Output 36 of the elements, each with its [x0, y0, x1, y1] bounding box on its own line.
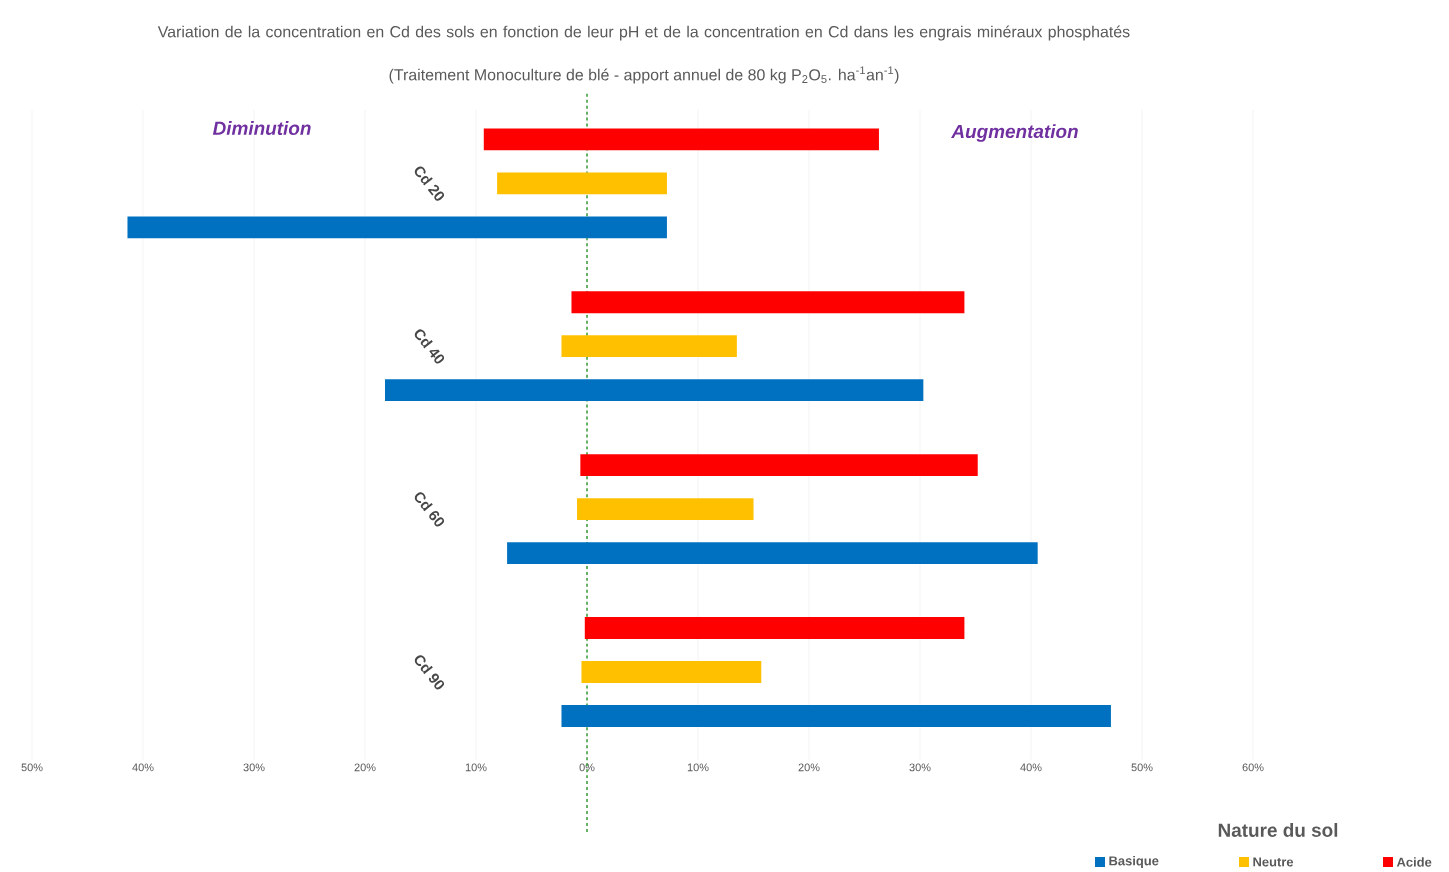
y-tick-label: Cd 20: [414, 166, 445, 201]
bar: [507, 542, 1038, 565]
x-tick-label: 50%: [21, 763, 43, 772]
bar: [571, 291, 965, 314]
bar: [584, 617, 965, 639]
annotation: Augmentation: [951, 124, 1078, 142]
x-tick-label: 10%: [687, 763, 709, 772]
x-tick-label: 20%: [798, 763, 820, 772]
bar: [581, 661, 762, 683]
x-tick-label: 10%: [465, 763, 487, 772]
x-tick-label: 50%: [1131, 763, 1153, 772]
y-tick-label: Cd 40: [414, 329, 445, 364]
x-tick-label: 60%: [1242, 763, 1264, 772]
bar: [497, 172, 667, 195]
legend-label: Acide: [1396, 857, 1432, 867]
bar: [561, 335, 737, 358]
text: (Traitement Monoculture de blé - apport annuel de 80 kg P$_{2}$O$_{5}$. ha$^{-1}$an$^{-1}$): [389, 66, 899, 84]
bar: [384, 379, 924, 402]
x-tick-label: 30%: [909, 763, 931, 772]
x-tick-label: 30%: [243, 763, 265, 772]
annotation: Diminution: [212, 121, 311, 135]
bar: [577, 498, 754, 521]
legend-label: Basique: [1109, 855, 1159, 869]
bar: [561, 705, 1111, 727]
bar: [127, 216, 667, 239]
legend-title: Nature du sol: [1218, 823, 1338, 837]
chart-title: Variation de la concentration en Cd des sols en fonction de leur pH et de la concentration en Cd dans les engrais minéraux phosphatés: [157, 25, 1130, 41]
bar: [580, 454, 978, 477]
x-tick-label: 40%: [132, 763, 154, 772]
y-tick-label: Cd 90: [414, 655, 445, 690]
x-tick-label: 40%: [1020, 763, 1042, 772]
y-tick-label: Cd 60: [414, 492, 445, 527]
bar: [483, 128, 879, 151]
x-tick-label: 0%: [579, 763, 595, 772]
legend-label: Neutre: [1253, 857, 1294, 867]
x-tick-label: 20%: [354, 763, 376, 772]
